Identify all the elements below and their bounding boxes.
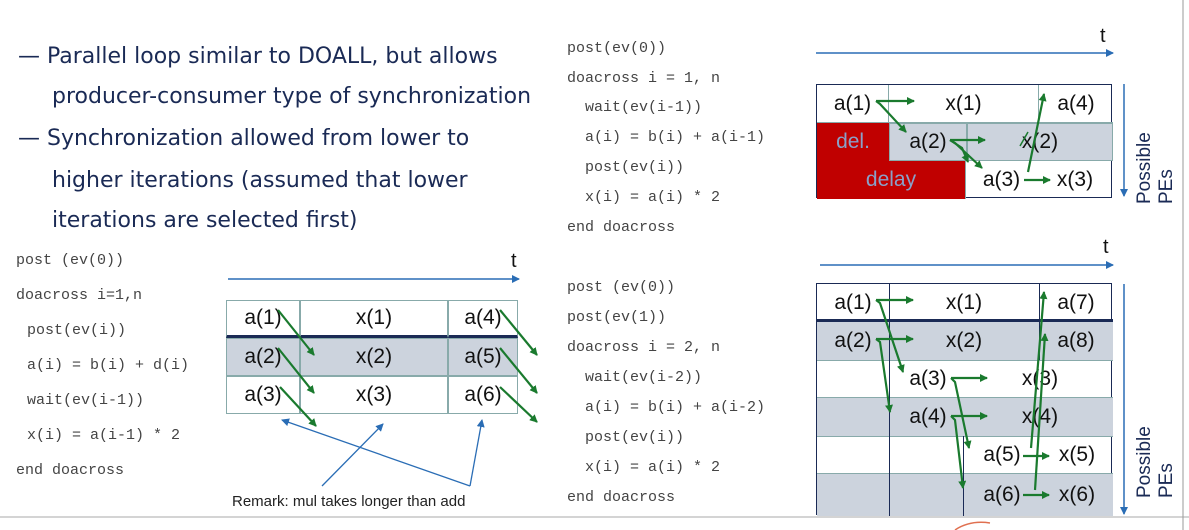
left-arrow-6 — [499, 386, 538, 423]
left-arrow-1 — [277, 309, 315, 356]
code-left-line-1: post (ev(0)) — [16, 252, 125, 269]
code-br-line-4: wait(ev(i-2)) — [567, 369, 703, 386]
tr-arrow-a1-a2 — [875, 100, 907, 133]
tr-cell-delay-short: del. — [817, 123, 889, 161]
code-left-line-7: end doacross — [16, 462, 125, 479]
tr-arrow-a2-a3b — [949, 139, 970, 163]
bullet-1: — Parallel loop similar to DOALL, but al… — [18, 44, 498, 69]
left-arrow-3 — [279, 386, 317, 427]
tr-cell-delay-long: delay — [817, 161, 965, 199]
code-tr-line-1: post(ev(0)) — [567, 40, 667, 57]
br-cell-a3: a(3) — [909, 367, 947, 390]
left-cell-r3c2: x(3) — [300, 376, 448, 414]
code-br-line-5: a(i) = b(i) + a(i-2) — [567, 399, 766, 416]
bullet-2: — Synchronization allowed from lower to — [18, 126, 470, 151]
br-cell-a4: a(4) — [909, 405, 947, 428]
time-label-bottom-right: t — [1103, 236, 1109, 258]
bullet-2-cont: higher iterations (assumed that lower — [52, 168, 468, 193]
br-cell-a6: a(6) — [983, 483, 1021, 506]
code-tr-line-4: a(i) = b(i) + a(i-1) — [567, 129, 766, 146]
code-left-line-3: post(ev(i)) — [18, 322, 127, 339]
remark-pointer-2 — [321, 423, 384, 487]
br-cell-x3: x(3) — [1021, 367, 1059, 390]
code-br-line-1: post (ev(0)) — [567, 279, 676, 296]
left-cell-r2c2: x(2) — [300, 338, 448, 376]
br-arrow-a4-a6 — [950, 415, 967, 489]
tr-cell-a3: a(3) — [965, 161, 1037, 199]
code-tr-line-6: x(i) = a(i) * 2 — [567, 189, 721, 206]
br-cell-a8: a(8) — [1057, 329, 1095, 352]
code-br-line-8: end doacross — [567, 489, 676, 506]
code-left-line-2: doacross i=1,n — [16, 287, 143, 304]
left-arrow-2 — [277, 347, 315, 394]
tr-cell-a4: a(4) — [1039, 85, 1113, 123]
time-label-left: t — [511, 250, 517, 272]
tr-arrow-x2-a4 — [1026, 93, 1047, 173]
left-cell-r3c3: a(6) — [448, 376, 518, 414]
left-cell-r1c3: a(4) — [448, 300, 518, 338]
left-arrow-4 — [499, 309, 538, 356]
remark-text: Remark: mul takes longer than add — [232, 493, 466, 510]
br-arrow-a1-a3 — [875, 299, 905, 373]
left-cell-r1c2: x(1) — [300, 300, 448, 338]
left-cell-r2c1: a(2) — [226, 338, 300, 376]
tr-cell-x1: x(1) — [889, 85, 1039, 123]
br-col-divider-1 — [889, 284, 890, 516]
code-left-line-4: a(i) = b(i) + d(i) — [18, 357, 190, 374]
code-tr-line-5: post(ev(i)) — [567, 159, 685, 176]
left-arrow-5 — [499, 347, 538, 394]
br-cell-a5: a(5) — [983, 443, 1021, 466]
logo-mark — [954, 521, 991, 530]
br-arrow-to-a7 — [1029, 291, 1048, 449]
br-cell-x6: x(6) — [1058, 483, 1096, 506]
br-arrow-a3-a5 — [950, 377, 972, 449]
br-row3-bg — [817, 360, 1113, 398]
left-cell-r2c3: a(5) — [448, 338, 518, 376]
code-left-line-6: x(i) = a(i-1) * 2 — [18, 427, 181, 444]
br-row1-bg — [817, 284, 1113, 322]
remark-pointer-1 — [281, 418, 471, 487]
bullet-1-cont: producer-consumer type of synchronizatio… — [52, 84, 532, 109]
code-tr-line-7: end doacross — [567, 219, 676, 236]
tr-arrow-x2-tick — [1019, 131, 1029, 147]
left-schedule-table: a(1) x(1) a(4) a(2) x(2) a(5) a(3) x(3) … — [226, 300, 518, 414]
code-br-line-3: doacross i = 2, n — [567, 339, 721, 356]
br-cell-x2: x(2) — [945, 329, 983, 352]
left-cell-r3c1: a(3) — [226, 376, 300, 414]
code-br-line-7: x(i) = a(i) * 2 — [567, 459, 721, 476]
tr-cell-x2: x(2) — [967, 123, 1113, 161]
left-cell-r1c1: a(1) — [226, 300, 300, 338]
br-cell-x1: x(1) — [945, 291, 983, 314]
top-right-schedule-table: a(1) x(1) a(4) del. a(2) x(2) delay a(3)… — [816, 84, 1113, 199]
top-right-arrows — [875, 93, 1051, 184]
br-arrow-to-a8 — [1033, 333, 1049, 491]
remark-pointer-3 — [469, 419, 485, 487]
br-cell-a1: a(1) — [834, 291, 872, 314]
br-cell-a2: a(2) — [834, 329, 872, 352]
br-row2-bg — [817, 322, 1113, 360]
code-tr-line-3: wait(ev(i-1)) — [567, 99, 703, 116]
remark-pointers — [281, 418, 485, 487]
br-cell-a7: a(7) — [1057, 291, 1095, 314]
br-col-divider-3 — [963, 436, 964, 516]
left-dependency-arrows — [277, 309, 538, 427]
br-cell-x5: x(5) — [1058, 443, 1096, 466]
code-br-line-2: post(ev(1)) — [567, 309, 667, 326]
time-label-top-right: t — [1100, 25, 1106, 47]
br-row5-bg — [817, 436, 1113, 474]
br-col-divider-2 — [1039, 284, 1040, 360]
tr-cell-a1: a(1) — [817, 85, 889, 123]
bottom-right-arrows — [875, 291, 1050, 499]
code-left-line-5: wait(ev(i-1)) — [18, 392, 145, 409]
br-arrow-a2-a4 — [875, 338, 893, 413]
bullet-2-cont2: iterations are selected first) — [52, 208, 358, 233]
tr-cell-a2: a(2) — [889, 123, 967, 161]
tr-cell-x3: x(3) — [1056, 168, 1094, 191]
code-tr-line-2: doacross i = 1, n — [567, 70, 721, 87]
code-br-line-6: post(ev(i)) — [567, 429, 685, 446]
